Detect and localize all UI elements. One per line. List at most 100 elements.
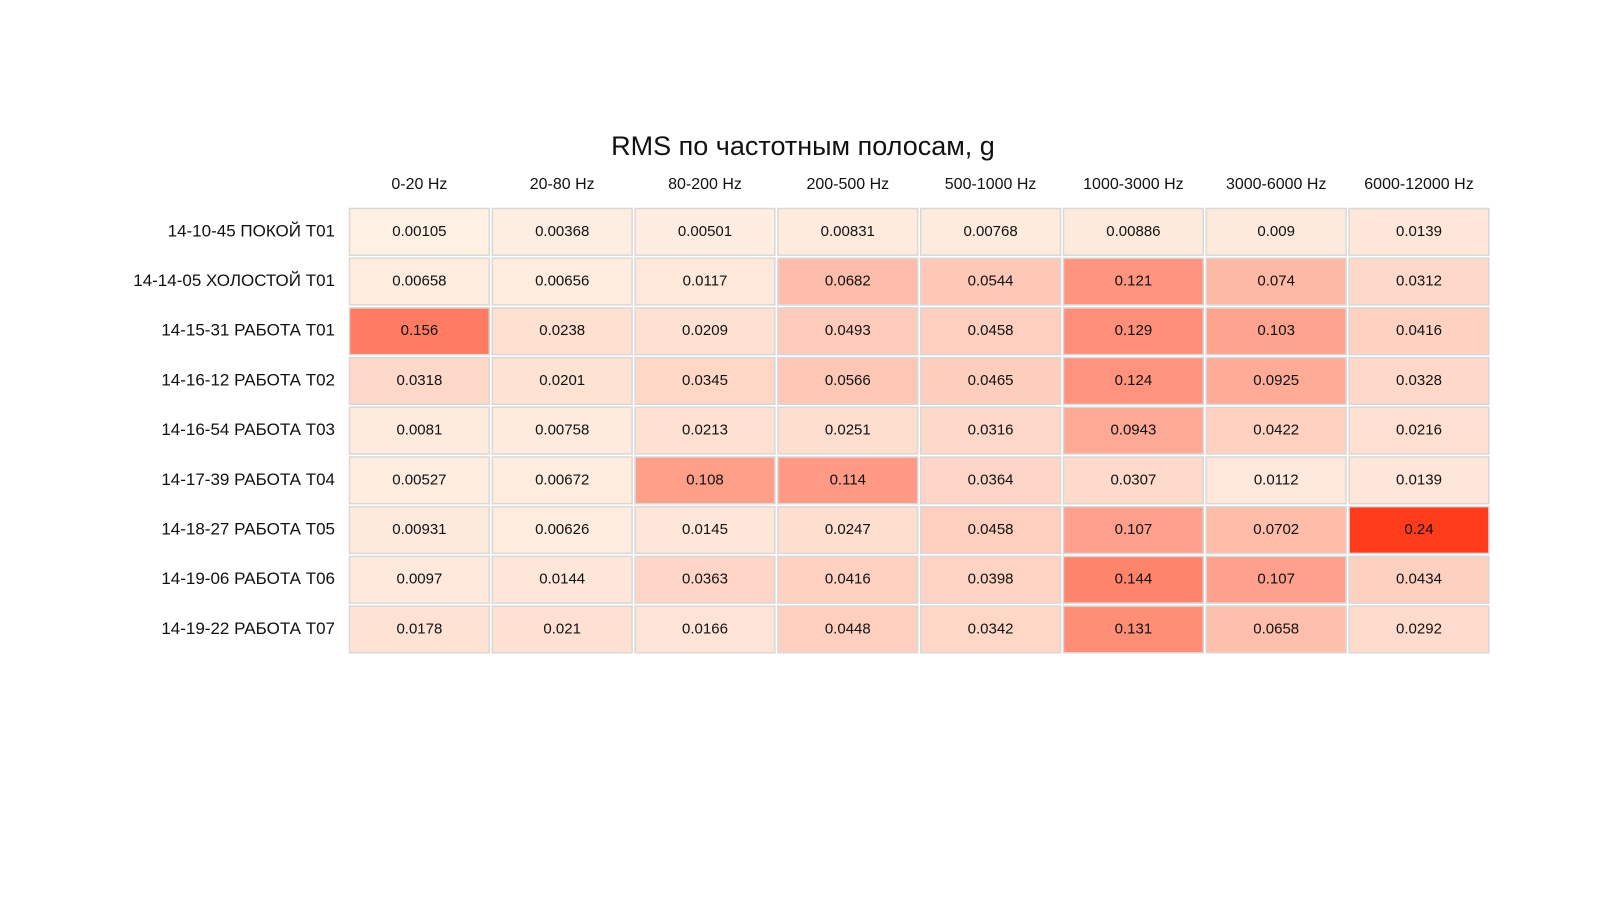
cell <box>919 356 1062 406</box>
cell-value: 0.00658 <box>392 273 446 290</box>
cell-value: 0.0458 <box>968 521 1014 538</box>
column-header: 500-1000 Hz <box>945 176 1037 193</box>
cell-value: 0.00501 <box>678 223 732 240</box>
cell-value: 0.0216 <box>1396 422 1442 439</box>
cell <box>919 406 1062 455</box>
cell <box>1062 605 1205 654</box>
cell-value: 0.0139 <box>1396 223 1442 240</box>
cell-value: 0.021 <box>543 620 581 637</box>
cell <box>491 257 633 306</box>
cell-value: 0.00758 <box>535 422 589 439</box>
column-header: 80-200 Hz <box>668 176 742 193</box>
column-header: 20-80 Hz <box>530 176 595 193</box>
cell <box>348 307 491 356</box>
cell-value: 0.00626 <box>535 521 589 538</box>
cell-value: 0.0238 <box>539 322 585 339</box>
cell-value: 0.0422 <box>1253 422 1299 439</box>
cell <box>491 555 633 604</box>
cell <box>634 555 776 604</box>
cell-value: 0.0144 <box>539 571 585 588</box>
cell-value: 0.00368 <box>535 223 589 240</box>
cell-value: 0.0316 <box>968 422 1014 439</box>
cell <box>491 356 633 406</box>
cell-value: 0.00886 <box>1106 223 1160 240</box>
cell-value: 0.00768 <box>963 223 1017 240</box>
cell-value: 0.00931 <box>392 521 446 538</box>
cell-value: 0.24 <box>1404 521 1433 538</box>
cell-value: 0.0247 <box>825 521 871 538</box>
cell <box>777 207 919 256</box>
cell-value: 0.0448 <box>825 620 871 637</box>
cell-value: 0.0097 <box>396 571 442 588</box>
cell-value: 0.0398 <box>968 571 1014 588</box>
cell <box>777 406 919 455</box>
row-label: 14-15-31 РАБОТА T01 <box>161 321 335 340</box>
cell <box>1348 257 1490 306</box>
cell <box>919 555 1062 604</box>
cell <box>1205 605 1347 654</box>
cell-value: 0.0465 <box>968 372 1014 389</box>
cell <box>491 456 633 505</box>
cell-value: 0.0566 <box>825 372 871 389</box>
cell <box>1062 207 1205 256</box>
cell <box>1205 406 1347 455</box>
cell <box>1062 456 1205 505</box>
cell <box>1205 257 1347 306</box>
cell-value: 0.103 <box>1257 322 1295 339</box>
cell <box>491 605 633 654</box>
cell-value: 0.0201 <box>539 372 585 389</box>
cell-value: 0.0682 <box>825 273 871 290</box>
cell <box>1205 555 1347 604</box>
cell-value: 0.108 <box>686 471 724 488</box>
cell <box>1348 505 1490 555</box>
row-label: 14-17-39 РАБОТА T04 <box>161 470 335 489</box>
cell-value: 0.0166 <box>682 620 728 637</box>
cell <box>1348 356 1490 406</box>
cell <box>634 505 776 555</box>
cell <box>1348 207 1490 256</box>
cell <box>777 307 919 356</box>
cell <box>634 406 776 455</box>
cell <box>919 605 1062 654</box>
cell <box>1205 356 1347 406</box>
cell-value: 0.0139 <box>1396 471 1442 488</box>
cell <box>348 605 491 654</box>
cell-value: 0.0081 <box>396 422 442 439</box>
cell-value: 0.0434 <box>1396 571 1442 588</box>
column-header: 0-20 Hz <box>391 176 447 193</box>
cell <box>1348 307 1490 356</box>
cell <box>1062 307 1205 356</box>
cell <box>919 257 1062 306</box>
chart-title: RMS по частотным полосам, g <box>611 131 995 161</box>
cell-value: 0.0342 <box>968 620 1014 637</box>
cell <box>348 207 491 256</box>
cell-value: 0.0145 <box>682 521 728 538</box>
cell <box>348 555 491 604</box>
cell <box>348 406 491 455</box>
cell <box>348 505 491 555</box>
cell-value: 0.0925 <box>1253 372 1299 389</box>
cell <box>491 505 633 555</box>
cell-value: 0.0658 <box>1253 620 1299 637</box>
cell-value: 0.0364 <box>968 471 1014 488</box>
cell-value: 0.0209 <box>682 322 728 339</box>
cell-value: 0.121 <box>1115 273 1153 290</box>
cell-value: 0.0178 <box>396 620 442 637</box>
row-label: 14-19-22 РАБОТА T07 <box>161 619 335 638</box>
cell-value: 0.107 <box>1115 521 1153 538</box>
cell-value: 0.00831 <box>821 223 875 240</box>
cell <box>1062 505 1205 555</box>
column-header: 200-500 Hz <box>806 176 889 193</box>
cell <box>1205 505 1347 555</box>
row-label: 14-19-06 РАБОТА T06 <box>161 569 335 588</box>
row-label: 14-18-27 РАБОТА T05 <box>161 520 335 539</box>
cell-value: 0.0493 <box>825 322 871 339</box>
cell-value: 0.0328 <box>1396 372 1442 389</box>
cell <box>919 505 1062 555</box>
cell <box>777 356 919 406</box>
cell-value: 0.0544 <box>968 273 1014 290</box>
cell <box>634 456 776 505</box>
cell <box>1205 207 1347 256</box>
cell <box>491 307 633 356</box>
row-label: 14-16-12 РАБОТА T02 <box>161 370 335 389</box>
